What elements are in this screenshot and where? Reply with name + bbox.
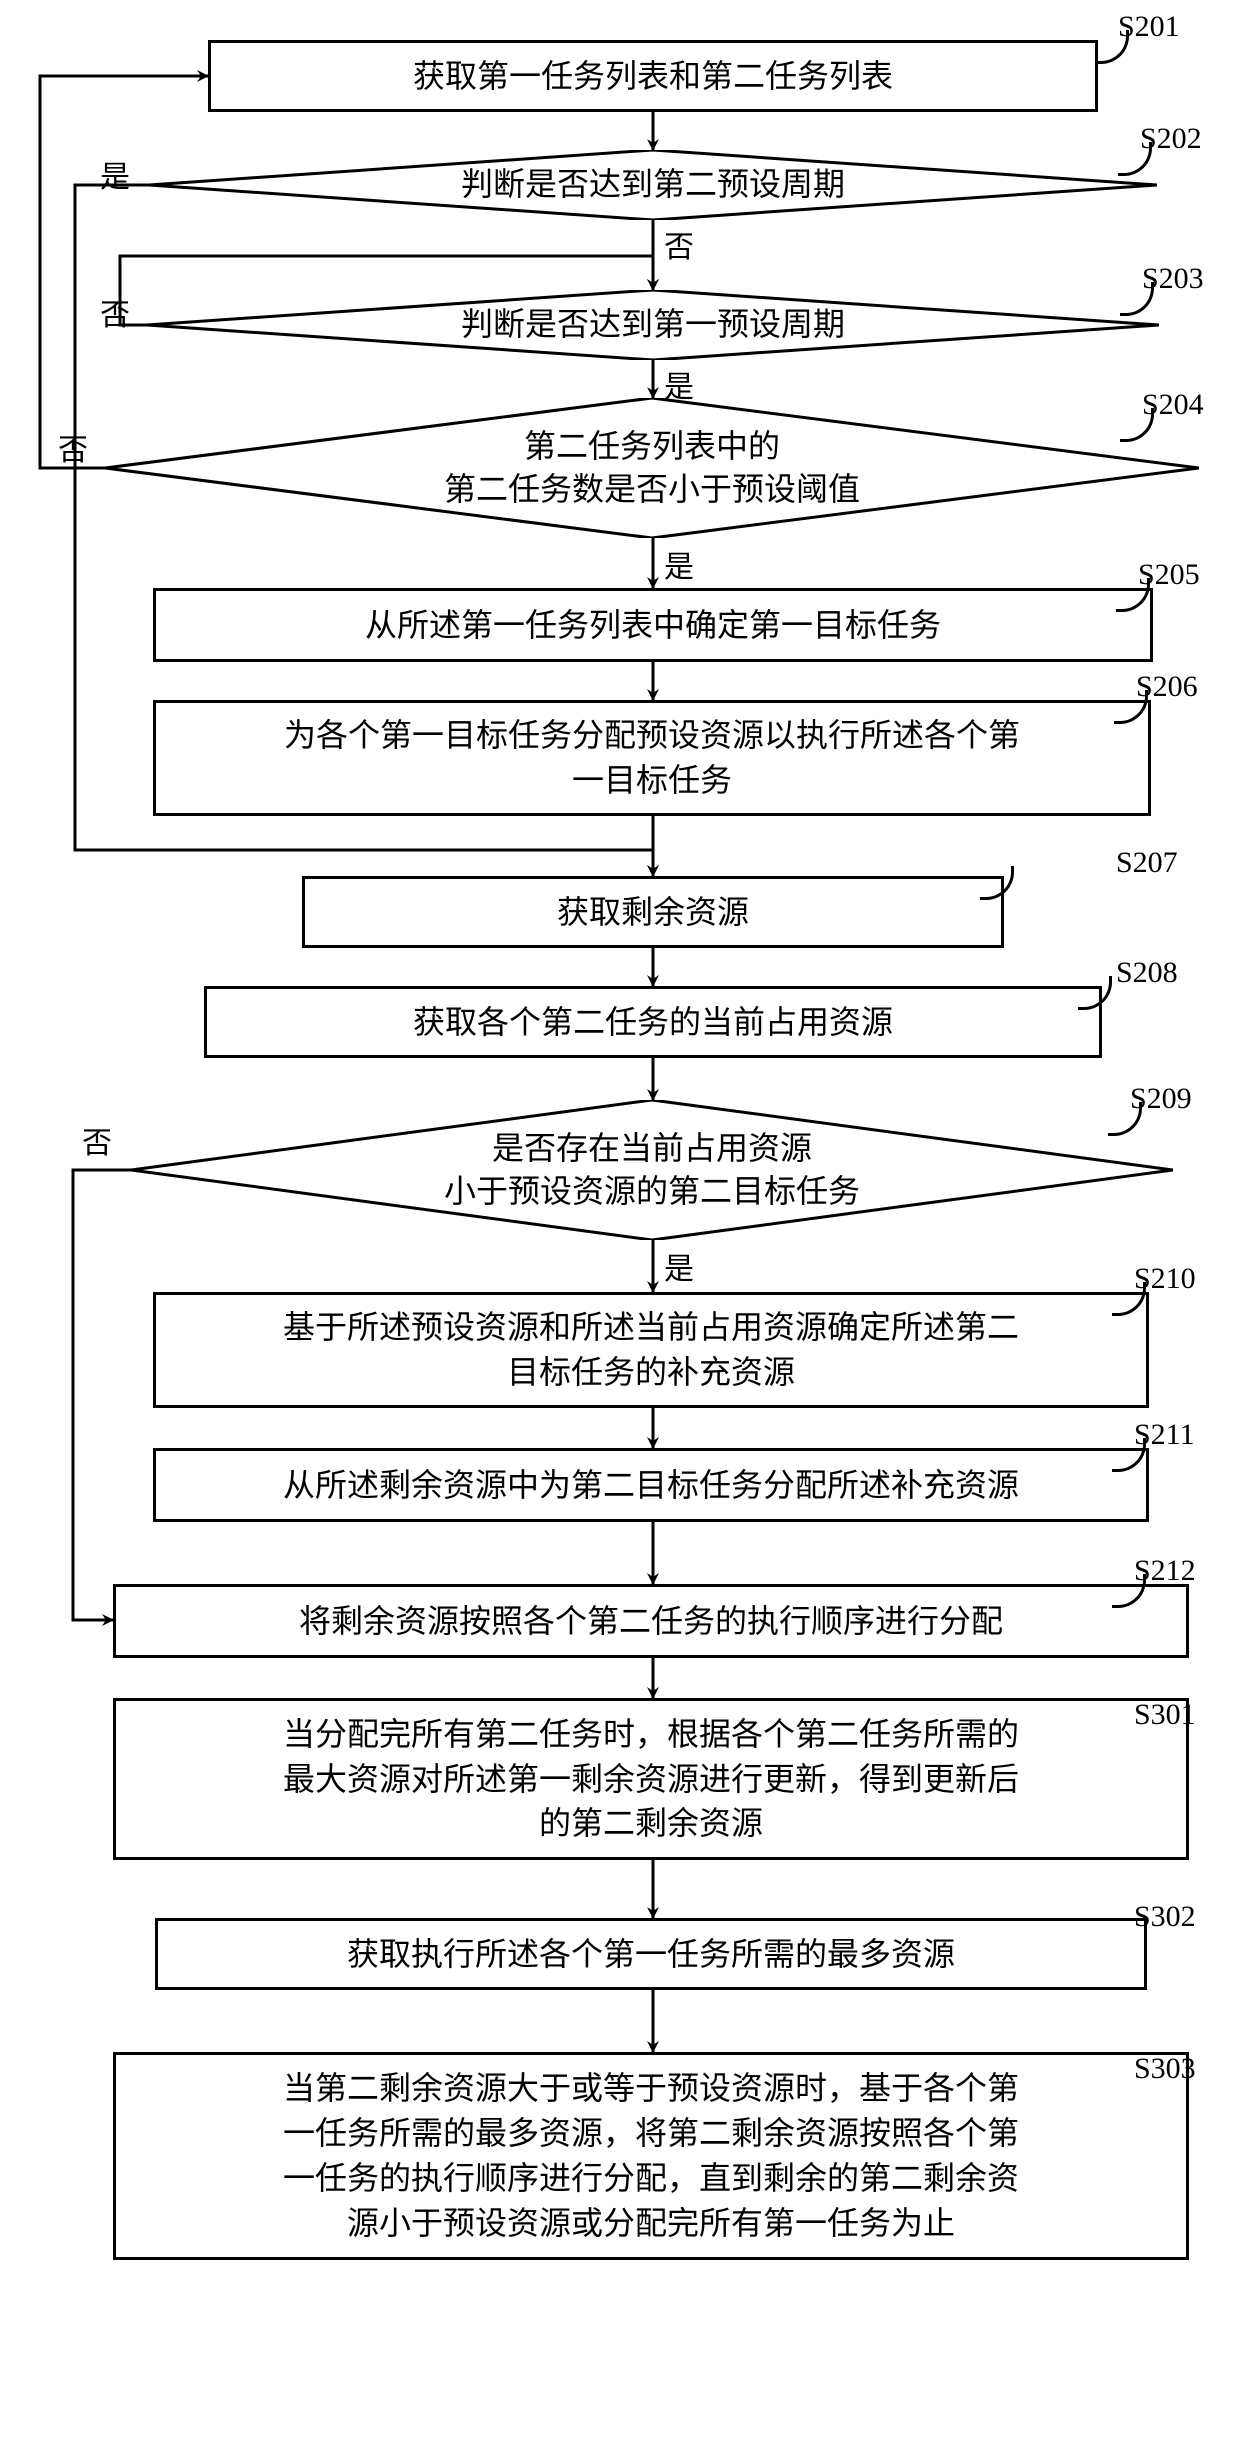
node-s202: 判断是否达到第二预设周期 — [149, 150, 1157, 220]
node-text-s209: 是否存在当前占用资源 小于预设资源的第二目标任务 — [131, 1100, 1173, 1240]
node-s302: 获取执行所述各个第一任务所需的最多资源 — [155, 1918, 1147, 1990]
edge-s209_no_path-s212_l — [73, 1170, 131, 1620]
node-s207: 获取剩余资源 — [302, 876, 1004, 948]
node-s209: 是否存在当前占用资源 小于预设资源的第二目标任务 — [131, 1100, 1173, 1240]
edge-label-s204_yes: 是 — [664, 542, 694, 586]
edge-label-s209_no: 否 — [82, 1118, 112, 1162]
node-text-s203: 判断是否达到第一预设周期 — [147, 290, 1159, 360]
flowchart-canvas: 获取第一任务列表和第二任务列表S201判断是否达到第二预设周期S202判断是否达… — [0, 0, 1240, 2437]
node-text-s204: 第二任务列表中的 第二任务数是否小于预设阈值 — [105, 398, 1199, 538]
node-s301: 当分配完所有第二任务时，根据各个第二任务所需的 最大资源对所述第一剩余资源进行更… — [113, 1698, 1189, 1860]
node-s204: 第二任务列表中的 第二任务数是否小于预设阈值 — [105, 398, 1199, 538]
node-s206: 为各个第一目标任务分配预设资源以执行所述各个第 一目标任务 — [153, 700, 1151, 816]
edge-label-s203_no: 否 — [100, 290, 130, 334]
node-s201: 获取第一任务列表和第二任务列表 — [208, 40, 1098, 112]
node-text-s202: 判断是否达到第二预设周期 — [149, 150, 1157, 220]
step-label-s302: S302 — [1134, 1900, 1196, 1934]
label-tick-s207 — [980, 866, 1014, 900]
step-label-s207: S207 — [1116, 846, 1178, 880]
edge-label-s204_no: 否 — [58, 425, 88, 469]
edge-label-s209_yes: 是 — [664, 1244, 694, 1288]
node-s211: 从所述剩余资源中为第二目标任务分配所述补充资源 — [153, 1448, 1149, 1522]
node-s205: 从所述第一任务列表中确定第一目标任务 — [153, 588, 1153, 662]
node-s203: 判断是否达到第一预设周期 — [147, 290, 1159, 360]
step-label-s303: S303 — [1134, 2052, 1196, 2086]
step-label-s301: S301 — [1134, 1698, 1196, 1732]
edge-label-s203_yes: 是 — [664, 362, 694, 406]
step-label-s208: S208 — [1116, 956, 1178, 990]
label-tick-s208 — [1078, 976, 1112, 1010]
edge-label-s202_yes: 是 — [100, 152, 130, 196]
node-s212: 将剩余资源按照各个第二任务的执行顺序进行分配 — [113, 1584, 1189, 1658]
node-s208: 获取各个第二任务的当前占用资源 — [204, 986, 1102, 1058]
edge-label-s202_no: 否 — [664, 222, 694, 266]
label-tick-s201 — [1095, 30, 1129, 64]
node-s303: 当第二剩余资源大于或等于预设资源时，基于各个第 一任务所需的最多资源，将第二剩余… — [113, 2052, 1189, 2260]
node-s210: 基于所述预设资源和所述当前占用资源确定所述第二 目标任务的补充资源 — [153, 1292, 1149, 1408]
